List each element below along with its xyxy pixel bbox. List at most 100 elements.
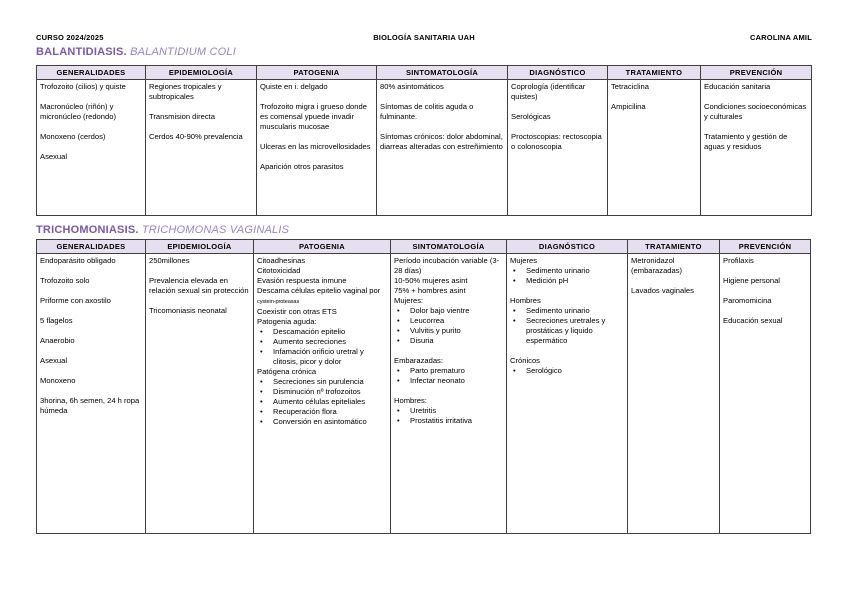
bullet-icon: • — [260, 377, 263, 386]
paragraph-text: Descama células epitelio vaginal por — [257, 286, 381, 295]
bullet-item: • Infectar neonato — [394, 376, 503, 386]
cell-paragraph: Profilaxis — [723, 256, 754, 265]
cell-paragraph: Paromomicina — [723, 296, 772, 305]
bullet-icon: • — [513, 266, 516, 275]
cell-paragraph: Citoadhesinas — [257, 256, 306, 265]
bullet-text: Sedimento urinario — [526, 266, 590, 275]
cell-paragraph: Higiene personal — [723, 276, 780, 285]
cell-paragraph: Serológicas — [511, 112, 551, 121]
spacer — [40, 122, 142, 132]
column-header-epidemiologia: EPIDEMIOLOGÍA — [145, 239, 254, 254]
spacer — [40, 306, 142, 316]
column-header-patogenia: PATOGENIA — [253, 239, 391, 254]
spacer — [723, 286, 807, 296]
spacer — [631, 276, 716, 286]
cell-paragraph: Evasión respuesta inmune — [257, 276, 347, 285]
spacer — [380, 122, 504, 132]
bullet-text: Dolor bajo vientre — [410, 306, 470, 315]
cell-paragraph: Proctoscopias: rectoscopia o colonoscopi… — [511, 132, 602, 151]
bullet-icon: • — [397, 326, 400, 335]
bullet-item: • Serológico — [510, 366, 624, 376]
cell-paragraph: Regiones tropicales y subtropicales — [149, 82, 222, 101]
column-header-diagnostico: DIAGNÓSTICO — [506, 239, 628, 254]
bullet-text: Medición pH — [526, 276, 569, 285]
cell-paragraph: Descama células epitelio vaginal por cys… — [257, 286, 387, 307]
bullet-item: • Aumento células epiteliales — [257, 397, 387, 407]
balantidiasis-table-slot: GENERALIDADES EPIDEMIOLOGÍA PATOGENIA SINTO… — [36, 65, 812, 216]
bullet-icon: • — [397, 416, 400, 425]
spacer — [40, 266, 142, 276]
section-title-trichomoniasis: TRICHOMONIASIS. TRICHOMONAS VAGINALIS — [36, 224, 289, 236]
bullet-icon: • — [513, 306, 516, 315]
cell-paragraph: Asexual — [40, 356, 68, 365]
cell-paragraph: Hombres — [510, 296, 541, 305]
bullet-item: • Secreciones uretrales y prostáticas y l… — [510, 316, 624, 346]
cell-paragraph: Período incubación variable (3-28 días) — [394, 256, 500, 275]
bullet-item: • Sedimento urinario — [510, 266, 624, 276]
bullet-text: Disuria — [410, 336, 434, 345]
table-cell: 250millones Prevalencia elevada en relaci… — [145, 253, 254, 534]
spacer — [40, 286, 142, 296]
table-cell: Trofozoito (cilios) y quiste Macronúcleo … — [36, 79, 146, 216]
table-cell: Endoparásito obligado Trofozoito solo Prif… — [36, 253, 146, 534]
column-header-prevencion: PREVENCIÓN — [719, 239, 811, 254]
table-cell: Mujeres • Sedimento urinario • Medición pH Ho… — [506, 253, 628, 534]
bullet-item: • Vulvitis y purito — [394, 326, 503, 336]
bullet-item: • Uretritis — [394, 406, 503, 416]
bullet-item: • Prostatitis irritativa — [394, 416, 503, 426]
cell-paragraph: Endoparásito obligado — [40, 256, 116, 265]
cell-paragraph: Condiciones socioeconómicas y culturales — [704, 102, 807, 121]
species-name: BALANTIDIUM COLI — [130, 46, 236, 58]
course-label: CURSO 2024/2025 — [36, 33, 104, 42]
cell-paragraph: Monoxeno (cerdos) — [40, 132, 106, 141]
bullet-icon: • — [397, 306, 400, 315]
spacer — [40, 92, 142, 102]
cell-paragraph: Trofozoito migra i grueso donde es comen… — [260, 102, 367, 131]
spacer — [40, 346, 142, 356]
column-header-sintomatologia: SINTOMATOLOGÍA — [376, 65, 508, 80]
cell-paragraph: Tricomoniasis neonatal — [149, 306, 227, 315]
page-header: CURSO 2024/2025 BIOLOGÍA SANITARIA UAH C… — [36, 33, 812, 42]
table-cell: Coprología (identificar quistes) Serológi… — [507, 79, 608, 216]
spacer — [723, 306, 807, 316]
cell-paragraph: Crónicos — [510, 356, 540, 365]
column-header-patogenia: PATOGENIA — [256, 65, 377, 80]
bullet-text: Aumento células epiteliales — [273, 397, 366, 406]
column-header-prevencion: PREVENCIÓN — [700, 65, 812, 80]
bullet-item: • Descamación epitelio — [257, 327, 387, 337]
cell-paragraph: Mujeres — [510, 256, 538, 265]
bullet-item: • Leucorrea — [394, 316, 503, 326]
bullet-icon: • — [397, 406, 400, 415]
cell-paragraph: Anaerobio — [40, 336, 75, 345]
spacer — [40, 366, 142, 376]
section-title-balantidiasis: BALANTIDIASIS. BALANTIDIUM COLI — [36, 46, 236, 58]
bullet-icon: • — [513, 366, 516, 375]
cell-paragraph: Tetraciclina — [611, 82, 649, 91]
subject-label: BIOLOGÍA SANITARIA UAH — [373, 33, 475, 42]
cell-paragraph: Trofozoito solo — [40, 276, 90, 285]
bullet-text: Parto prematuro — [410, 366, 465, 375]
bullet-icon: • — [397, 316, 400, 325]
spacer — [723, 266, 807, 276]
bullet-text: Aumento secreciones — [273, 337, 347, 346]
balantidiasis-table: GENERALIDADES EPIDEMIOLOGÍA PATOGENIA SINTO… — [36, 65, 812, 216]
bullet-icon: • — [397, 376, 400, 385]
bullet-text: Serológico — [526, 366, 562, 375]
cell-paragraph: Patogenia aguda: — [257, 317, 317, 326]
spacer — [149, 102, 253, 112]
spacer — [149, 266, 250, 276]
bullet-icon: • — [260, 407, 263, 416]
spacer — [394, 386, 503, 396]
bullet-icon: • — [260, 347, 263, 356]
cell-paragraph: Macronúcleo (riñón) y micronúcleo (redon… — [40, 102, 116, 121]
cell-paragraph: Mujeres: — [394, 296, 424, 305]
bullet-item: • Disminución nº trofozoitos — [257, 387, 387, 397]
bullet-text: Prostatitis irritativa — [410, 416, 473, 425]
spacer — [40, 142, 142, 152]
bullet-icon: • — [513, 276, 516, 285]
bullet-text: Secreciones uretrales y prostáticas y li… — [526, 316, 606, 345]
column-header-tratamiento: TRATAMIENTO — [607, 65, 701, 80]
cell-paragraph: Coexistir con otras ETS — [257, 307, 337, 316]
bullet-icon: • — [260, 397, 263, 406]
